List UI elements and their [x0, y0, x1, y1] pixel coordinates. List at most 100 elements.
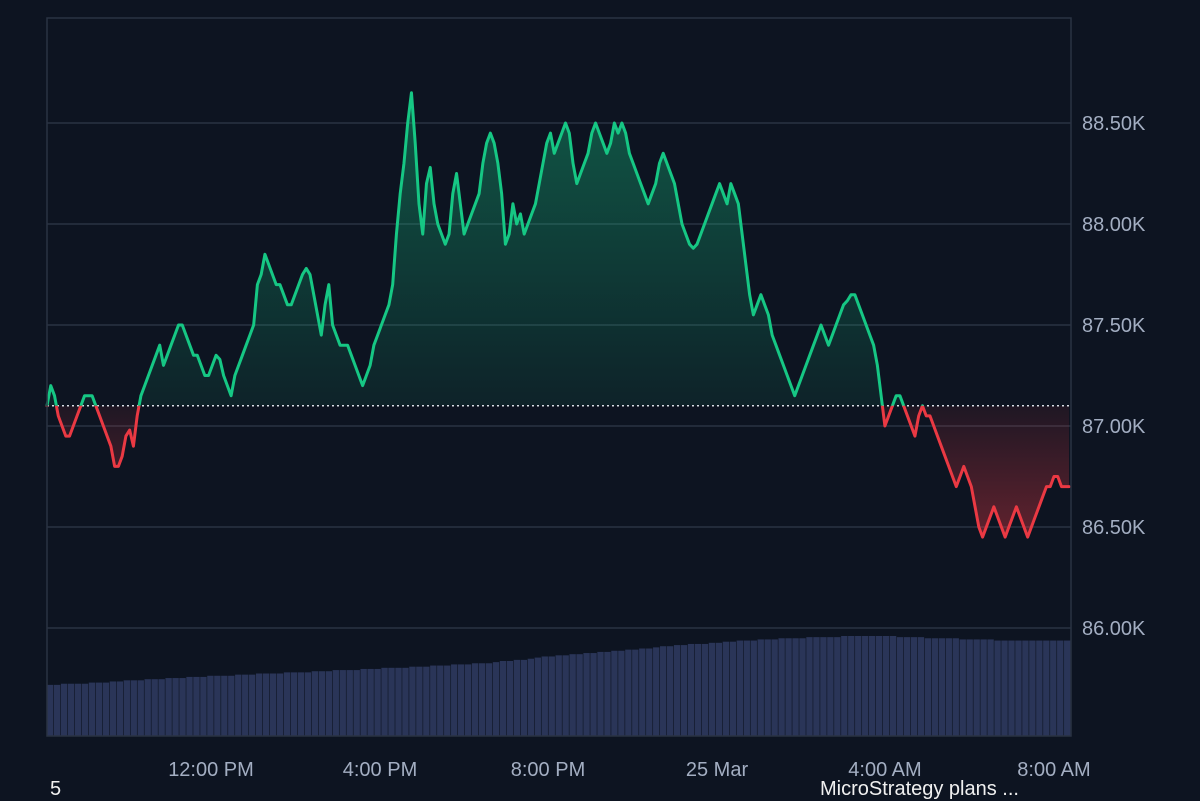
volume-bar: [74, 683, 82, 736]
volume-bar: [694, 643, 702, 736]
volume-bar: [290, 672, 298, 736]
volume-bar: [903, 637, 911, 736]
volume-bar: [360, 668, 367, 736]
volume-bar: [841, 636, 848, 736]
volume-bar: [1008, 640, 1015, 736]
volume-bar: [332, 670, 339, 736]
x-axis: 12:00 PM 4:00 PM 8:00 PM 25 Mar 4:00 AM 8:00 …: [168, 759, 1091, 781]
plot-frame: [46, 17, 1072, 737]
volume-bar: [60, 683, 68, 736]
volume-bar: [1036, 640, 1043, 736]
volume-bar: [1022, 640, 1029, 736]
volume-bar: [485, 663, 493, 736]
volume-bar: [165, 678, 172, 736]
volume-bar: [701, 643, 709, 736]
volume-bar: [910, 637, 918, 736]
volume-bar: [214, 675, 221, 736]
volume-bar: [673, 645, 681, 736]
volume-bar: [144, 679, 151, 736]
x-tick-label: 4:00 AM: [848, 759, 921, 781]
volume-bar: [172, 678, 179, 736]
volume-bar: [1043, 640, 1050, 736]
volume-bar: [464, 664, 472, 736]
footer-left-text: 5: [50, 778, 62, 800]
volume-bar: [862, 636, 869, 736]
volume-bar: [269, 673, 277, 736]
volume-bar: [931, 638, 939, 736]
price-area-up: [47, 92, 904, 406]
y-axis: 86.00K 86.50K 87.00K 87.50K 88.00K 88.50K: [1082, 113, 1146, 640]
volume-bar: [137, 680, 144, 736]
volume-bar: [660, 646, 667, 736]
volume-bar: [200, 676, 207, 736]
volume-bar: [980, 639, 987, 736]
volume-bar: [478, 663, 486, 736]
volume-bar: [687, 643, 695, 736]
volume-bar: [471, 663, 479, 736]
volume-bar: [1001, 640, 1008, 736]
volume-bar: [520, 659, 528, 736]
volume-bar: [666, 646, 674, 736]
volume-bar: [562, 655, 569, 736]
volume-bar: [820, 637, 827, 736]
volume-bar: [116, 681, 124, 736]
volume-bar: [221, 675, 228, 736]
volume-bar: [590, 653, 597, 736]
volume-bar: [875, 636, 883, 736]
y-tick-label: 86.50K: [1082, 517, 1146, 539]
volume-bar: [339, 670, 346, 736]
volume-bar: [771, 639, 778, 736]
volume-bar: [95, 682, 103, 736]
volume-bar: [708, 642, 716, 736]
volume-bar: [548, 656, 555, 736]
volume-bar: [987, 639, 994, 736]
volume-bar: [102, 682, 110, 736]
volume-bar: [374, 668, 381, 736]
volume-bar: [743, 640, 750, 736]
volume-bar: [680, 645, 688, 736]
volume-bar: [555, 655, 562, 736]
volume-bar: [513, 659, 521, 736]
volume-bar: [47, 684, 54, 736]
volume-bar: [827, 637, 834, 736]
volume-bar: [416, 666, 423, 736]
volume-bar: [541, 656, 548, 736]
volume-bar: [534, 657, 541, 736]
volume-bar: [764, 639, 771, 736]
volume-bar: [1015, 640, 1022, 736]
volume-bar: [715, 642, 723, 736]
volume-bar: [1050, 640, 1057, 736]
volume-bar: [1029, 640, 1036, 736]
volume-bar: [868, 636, 876, 736]
volume-bar: [722, 641, 730, 736]
volume-bar: [381, 667, 388, 736]
volume-bar: [81, 683, 89, 736]
price-line-up: [45, 91, 925, 406]
news-ticker-text[interactable]: MicroStrategy plans ...: [820, 778, 1019, 800]
x-tick-label: 8:00 AM: [1017, 759, 1090, 781]
volume-bar: [325, 671, 333, 736]
volume-bar: [346, 670, 353, 736]
volume-bar: [499, 661, 507, 736]
volume-bar: [395, 667, 402, 736]
volume-bar: [158, 679, 165, 736]
volume-bar: [653, 647, 660, 736]
volume-bar: [457, 664, 465, 736]
volume-bar: [625, 649, 632, 736]
volume-bar: [353, 670, 360, 736]
volume-bar: [973, 639, 980, 736]
volume-bar: [583, 653, 590, 736]
volume-bar: [938, 638, 946, 736]
volume-bar: [966, 639, 973, 736]
volume-bar: [151, 679, 158, 736]
volume-bar: [186, 676, 193, 736]
volume-bar: [430, 665, 437, 736]
volume-bar: [283, 672, 291, 736]
volume-bar: [597, 651, 604, 736]
volume-bar: [506, 661, 514, 736]
volume-bar: [646, 648, 653, 736]
volume-bars: [47, 636, 1071, 736]
volume-bar: [855, 636, 862, 736]
volume-bar: [806, 637, 813, 736]
